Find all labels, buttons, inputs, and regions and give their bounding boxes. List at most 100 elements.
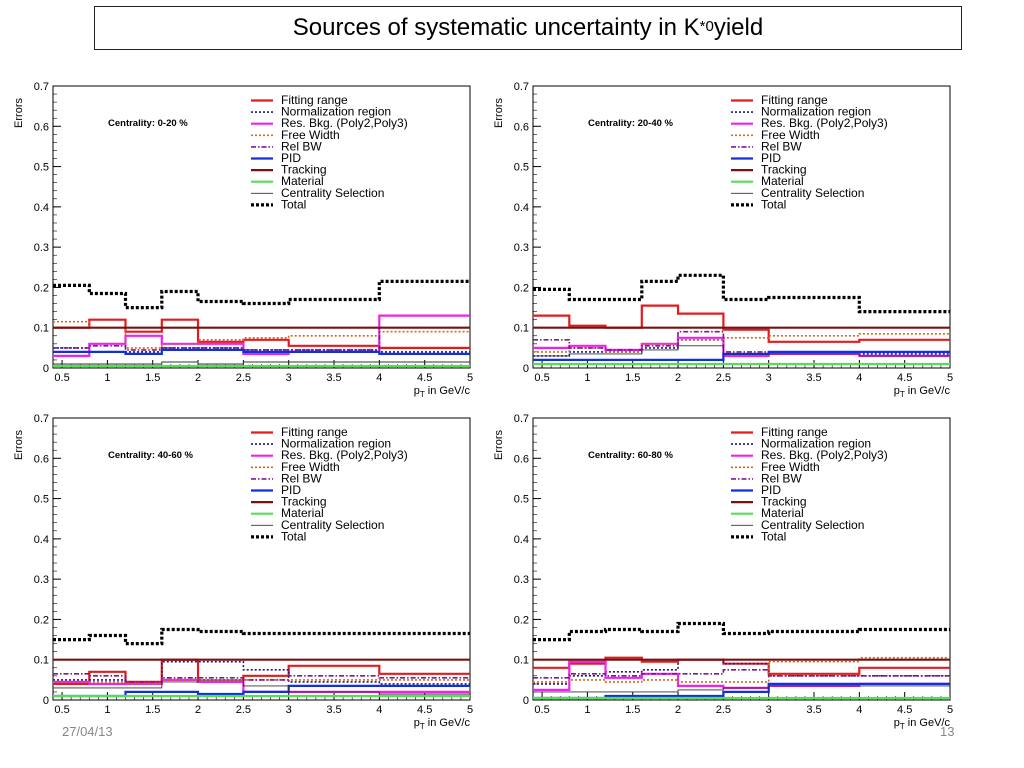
y-axis-label: Errors	[13, 98, 25, 128]
legend-entry: PID	[281, 483, 301, 497]
y-tick-label: 0.2	[34, 614, 49, 626]
legend-entry: Material	[761, 174, 804, 188]
y-axis-label: Errors	[493, 430, 505, 460]
slide-title-end: yield	[713, 14, 764, 41]
centrality-annotation: Centrality: 0-20 %	[108, 118, 188, 129]
legend-entry: Fitting range	[281, 425, 348, 439]
y-axis-label: Errors	[493, 98, 505, 128]
legend-entry: Normalization region	[761, 105, 871, 119]
y-tick-label: 0	[523, 363, 529, 375]
x-tick-label: 3.5	[326, 372, 341, 384]
legend-entry: Normalization region	[761, 437, 871, 451]
x-tick-label: 1.5	[625, 704, 640, 716]
x-axis-label: pT in GeV/c	[414, 717, 471, 730]
x-tick-label: 4.5	[897, 704, 912, 716]
legend-entry: Centrality Selection	[761, 518, 864, 532]
x-tick-label: 1.5	[145, 704, 160, 716]
x-tick-label: 2.5	[236, 372, 251, 384]
series-line-normalization-region	[533, 658, 950, 685]
series-line-total	[533, 273, 950, 314]
y-tick-label: 0.4	[34, 534, 49, 546]
x-tick-label: 4	[856, 372, 862, 384]
x-tick-label: 4.5	[417, 704, 432, 716]
x-tick-label: 2	[195, 704, 201, 716]
series-line-normalization-region	[53, 660, 470, 685]
legend-entry: Material	[761, 506, 804, 520]
y-tick-label: 0.5	[514, 494, 529, 506]
x-tick-label: 2	[195, 372, 201, 384]
y-tick-label: 0.2	[514, 282, 529, 294]
x-tick-label: 2.5	[716, 372, 731, 384]
chart-panel-60-80: 0 0.1 0.2 0.3 0.4 0.5 0.6 0.7 0.5 1 1.5 2 2.5 3 3.5 4 4.…	[488, 410, 958, 730]
x-tick-label: 1.5	[625, 372, 640, 384]
series-line-fitting-range	[53, 658, 470, 685]
y-tick-label: 0	[43, 363, 49, 375]
y-tick-label: 0.7	[34, 413, 49, 425]
series-line-centrality-selection	[53, 361, 470, 365]
series-line-pid	[53, 348, 470, 355]
x-tick-label: 4.5	[897, 372, 912, 384]
x-tick-label: 3	[766, 704, 772, 716]
legend-entry: Material	[281, 174, 324, 188]
series-line-rel-bw	[533, 330, 950, 353]
y-tick-label: 0.6	[514, 121, 529, 133]
legend-entry: PID	[281, 151, 301, 165]
legend-entry: Normalization region	[281, 437, 391, 451]
y-tick-label: 0.3	[514, 574, 529, 586]
x-tick-label: 1	[584, 704, 590, 716]
x-tick-label: 3	[286, 704, 292, 716]
legend-entry: Res. Bkg. (Poly2,Poly3)	[281, 116, 408, 130]
legend-entry: Rel BW	[281, 471, 322, 485]
series-line-res-bkg-poly2-poly3-	[53, 314, 470, 357]
y-tick-label: 0.1	[514, 655, 529, 667]
x-tick-label: 1	[104, 372, 110, 384]
x-axis-label: pT in GeV/c	[894, 717, 951, 730]
x-tick-label: 0.5	[54, 704, 69, 716]
series-line-fitting-range	[53, 318, 470, 349]
legend-entry: Tracking	[281, 163, 327, 177]
x-tick-label: 0.5	[534, 704, 549, 716]
x-tick-label: 2	[675, 704, 681, 716]
series-line-fitting-range	[533, 304, 950, 343]
legend-entry: Res. Bkg. (Poly2,Poly3)	[281, 448, 408, 462]
legend-entry: Centrality Selection	[761, 186, 864, 200]
y-tick-label: 0	[523, 695, 529, 707]
series-line-rel-bw	[533, 669, 950, 679]
x-tick-label: 3.5	[806, 372, 821, 384]
legend-entry: Tracking	[761, 495, 807, 509]
x-tick-label: 3	[286, 372, 292, 384]
x-tick-label: 0.5	[534, 372, 549, 384]
y-tick-label: 0.3	[514, 242, 529, 254]
chart-panel-20-40: 0 0.1 0.2 0.3 0.4 0.5 0.6 0.7 0.5 1 1.5 2 2.5 3 3.5 4 4.…	[488, 78, 958, 398]
x-tick-label: 1	[584, 372, 590, 384]
chart-20-40-svg: 0 0.1 0.2 0.3 0.4 0.5 0.6 0.7 0.5 1 1.5 2 2.5 3 3.5 4 4.…	[493, 81, 953, 398]
centrality-annotation: Centrality: 60-80 %	[588, 450, 674, 461]
legend-entry: Centrality Selection	[281, 186, 384, 200]
x-tick-label: 3.5	[326, 704, 341, 716]
centrality-annotation: Centrality: 20-40 %	[588, 118, 674, 129]
series-line-free-width	[533, 333, 950, 353]
x-tick-label: 3	[766, 372, 772, 384]
legend-entry: Total	[281, 197, 306, 211]
x-tick-label: 4	[376, 372, 382, 384]
legend-entry: Free Width	[761, 460, 820, 474]
x-tick-label: 2	[675, 372, 681, 384]
series-line-centrality-selection	[533, 685, 950, 693]
legend-entry: Free Width	[761, 128, 820, 142]
chart-60-80-svg: 0 0.1 0.2 0.3 0.4 0.5 0.6 0.7 0.5 1 1.5 2 2.5 3 3.5 4 4.…	[493, 413, 953, 730]
legend-entry: Fitting range	[761, 425, 828, 439]
legend-entry: Tracking	[761, 163, 807, 177]
series-line-total	[53, 279, 470, 310]
x-tick-label: 4	[376, 704, 382, 716]
y-tick-label: 0.1	[34, 323, 49, 335]
legend-entry: Res. Bkg. (Poly2,Poly3)	[761, 448, 888, 462]
x-tick-label: 2.5	[236, 704, 251, 716]
y-tick-label: 0.4	[34, 202, 49, 214]
x-axis-label: pT in GeV/c	[894, 385, 951, 398]
y-tick-label: 0.4	[514, 534, 529, 546]
chart-40-60-svg: 0 0.1 0.2 0.3 0.4 0.5 0.6 0.7 0.5 1 1.5 2 2.5 3 3.5 4 4.…	[13, 413, 473, 730]
y-tick-label: 0.7	[514, 413, 529, 425]
legend-entry: Normalization region	[281, 105, 391, 119]
series-line-centrality-selection	[53, 679, 470, 695]
slide-title: Sources of systematic uncertainty in K *0…	[94, 6, 962, 50]
